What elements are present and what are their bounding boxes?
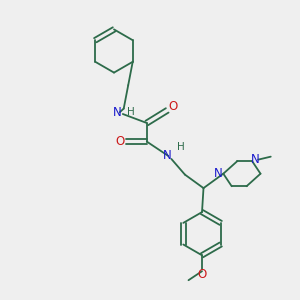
Text: N: N — [112, 106, 121, 119]
Text: N: N — [214, 167, 222, 180]
Text: O: O — [197, 268, 207, 281]
Text: H: H — [127, 107, 134, 117]
Text: O: O — [168, 100, 177, 113]
Text: N: N — [163, 149, 171, 162]
Text: H: H — [177, 142, 185, 152]
Text: N: N — [251, 153, 260, 166]
Text: O: O — [115, 135, 124, 148]
